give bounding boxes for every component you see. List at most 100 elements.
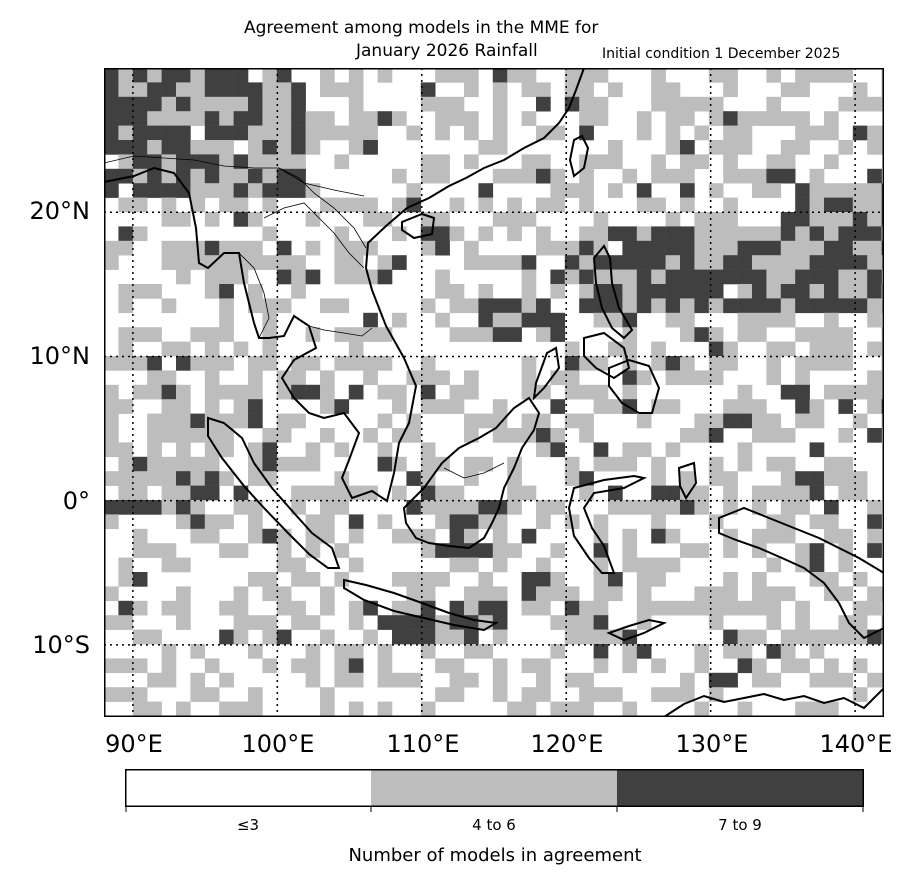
agreement-cell [780, 82, 796, 98]
agreement-cell [204, 82, 220, 98]
agreement-cell [809, 557, 825, 573]
agreement-cell [392, 399, 407, 414]
agreement-cell [190, 687, 206, 702]
agreement-cell [507, 197, 522, 213]
agreement-cell [118, 341, 134, 357]
agreement-cell [752, 672, 767, 688]
agreement-cell [593, 312, 609, 328]
agreement-cell [752, 226, 767, 242]
legend-swatch-7to9 [617, 769, 864, 807]
agreement-cell [708, 615, 724, 630]
agreement-cell [737, 111, 753, 126]
agreement-cell [752, 168, 767, 184]
agreement-cell [766, 269, 782, 285]
agreement-cell [694, 240, 710, 256]
agreement-cell [104, 111, 119, 126]
agreement-cell [104, 125, 119, 141]
agreement-cell [435, 284, 450, 299]
agreement-cell [723, 600, 738, 616]
agreement-cell [636, 255, 652, 270]
agreement-cell [276, 183, 292, 198]
agreement-cell [363, 428, 378, 443]
agreement-cell [665, 125, 681, 141]
agreement-cell [593, 226, 609, 242]
agreement-cell [248, 168, 263, 184]
agreement-cell [579, 485, 594, 501]
agreement-cell [521, 572, 537, 587]
agreement-cell [320, 528, 335, 544]
agreement-cell [161, 154, 177, 170]
agreement-cell [420, 370, 436, 386]
agreement-cell [809, 226, 825, 242]
agreement-cell [435, 312, 450, 328]
agreement-cell [420, 701, 436, 717]
coast-sulawesi [567, 474, 648, 574]
agreement-cell [204, 687, 220, 702]
agreement-cell [852, 212, 868, 227]
agreement-cell [219, 471, 234, 486]
agreement-cell [708, 226, 724, 242]
agreement-cell [708, 240, 724, 256]
agreement-cell [478, 327, 494, 342]
agreement-cell [176, 111, 191, 126]
agreement-cell [233, 82, 249, 98]
agreement-cell [852, 197, 868, 213]
agreement-map [103, 67, 897, 731]
agreement-cell [420, 168, 436, 184]
agreement-cell [435, 125, 450, 141]
agreement-cell [262, 341, 278, 357]
agreement-cell [824, 226, 839, 242]
agreement-cell [147, 183, 162, 198]
agreement-grid-cells [104, 68, 897, 731]
agreement-cell [867, 341, 882, 357]
agreement-cell [334, 82, 350, 98]
agreement-cell [276, 82, 292, 98]
agreement-cell [233, 212, 249, 227]
agreement-cell [377, 672, 393, 688]
agreement-cell [608, 399, 623, 414]
agreement-cell [852, 240, 868, 256]
agreement-cell [867, 600, 882, 616]
agreement-cell [694, 644, 710, 659]
agreement-cell [190, 356, 206, 371]
agreement-cell [392, 255, 407, 270]
agreement-cell [752, 528, 767, 544]
agreement-cell [435, 514, 450, 530]
agreement-cell [723, 399, 738, 414]
agreement-cell [420, 485, 436, 501]
agreement-cell [248, 572, 263, 587]
agreement-cell [334, 644, 350, 659]
agreement-cell [867, 197, 882, 213]
agreement-cell [694, 701, 710, 717]
agreement-cell [219, 514, 234, 530]
agreement-cell [118, 658, 134, 674]
agreement-cell [320, 629, 335, 645]
agreement-cell [564, 82, 580, 98]
agreement-cell [320, 298, 335, 314]
agreement-cell [665, 485, 681, 501]
agreement-cell [651, 356, 666, 371]
agreement-cell [233, 125, 249, 141]
agreement-cell [824, 197, 839, 213]
agreement-cell [824, 572, 839, 587]
agreement-cell [536, 672, 551, 688]
agreement-cell [694, 370, 710, 386]
agreement-cell [435, 240, 450, 256]
agreement-cell [852, 96, 868, 112]
agreement-cell [550, 312, 566, 328]
agreement-cell [550, 572, 566, 587]
agreement-cell [593, 528, 609, 544]
agreement-cell [780, 485, 796, 501]
agreement-cell [118, 240, 134, 256]
agreement-cell [795, 629, 810, 645]
agreement-cell [780, 255, 796, 270]
agreement-cell [536, 154, 551, 170]
agreement-cell [665, 269, 681, 285]
agreement-cell [363, 370, 378, 386]
agreement-cell [161, 341, 177, 357]
agreement-cell [636, 600, 652, 616]
agreement-cell [377, 644, 393, 659]
agreement-cell [449, 384, 465, 400]
agreement-cell [622, 701, 638, 717]
agreement-cell [190, 672, 206, 688]
